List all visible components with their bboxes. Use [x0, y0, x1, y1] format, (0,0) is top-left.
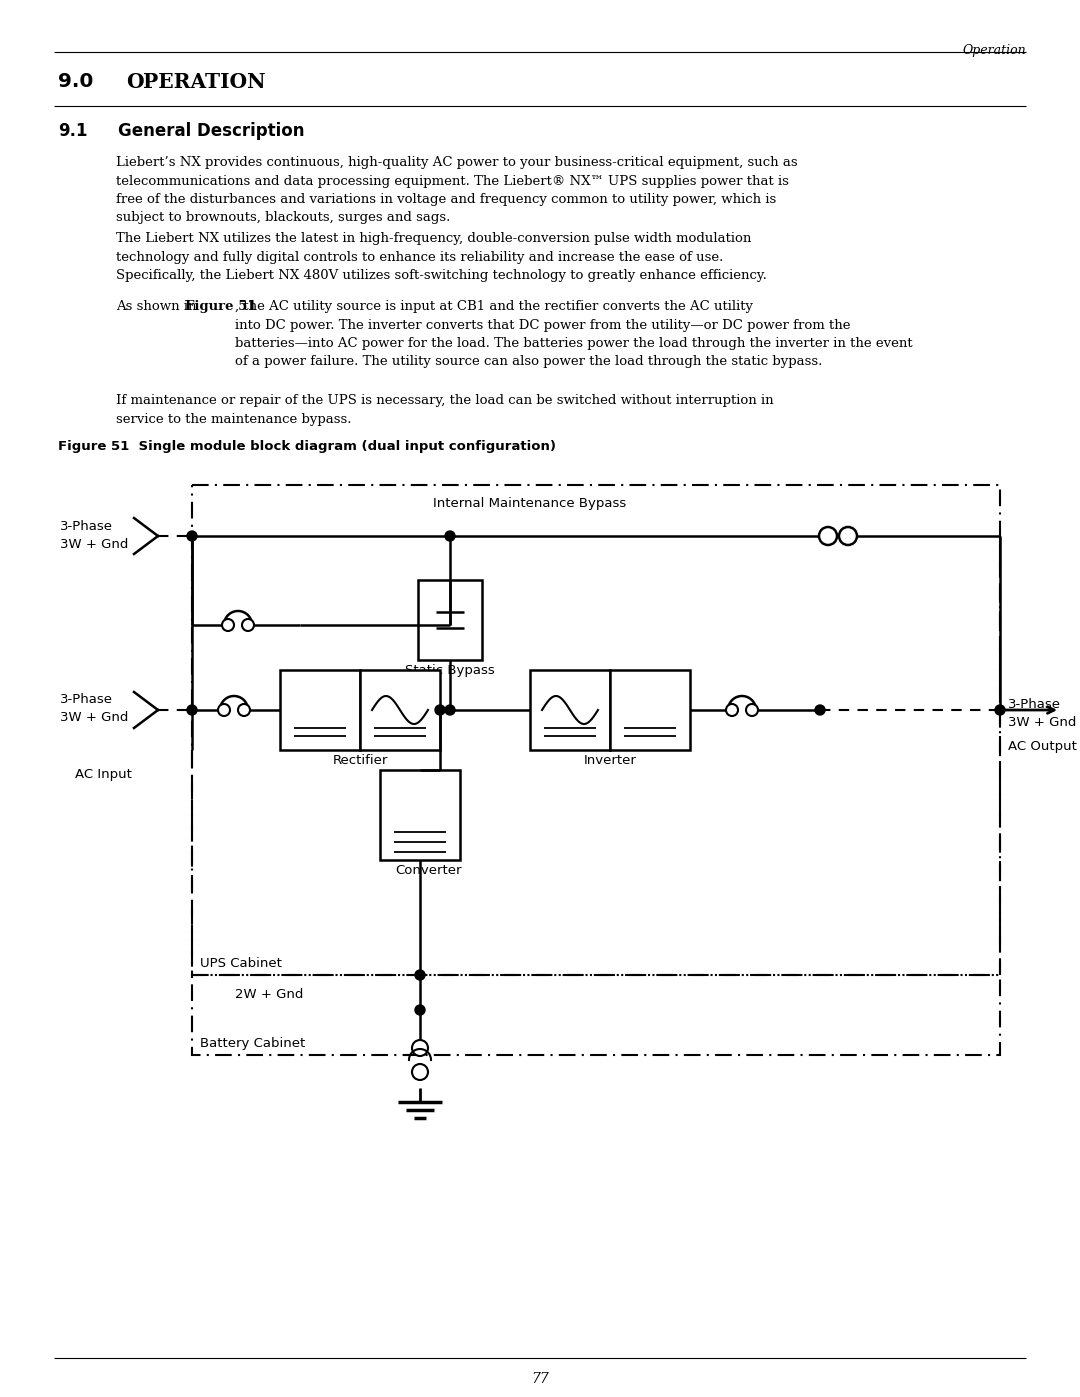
Text: Figure 51  Single module block diagram (dual input configuration): Figure 51 Single module block diagram (d… — [58, 440, 556, 453]
Text: 3W + Gnd: 3W + Gnd — [60, 711, 129, 724]
Text: , the AC utility source is input at CB1 and the rectifier converts the AC utilit: , the AC utility source is input at CB1 … — [235, 300, 913, 369]
Text: Static Bypass: Static Bypass — [405, 664, 495, 678]
Circle shape — [415, 970, 426, 981]
Bar — [192, 485, 1000, 975]
Circle shape — [445, 705, 455, 715]
Text: AC Input: AC Input — [75, 768, 132, 781]
Circle shape — [415, 1004, 426, 1016]
Circle shape — [187, 531, 197, 541]
Text: 3W + Gnd: 3W + Gnd — [1008, 717, 1077, 729]
Bar — [360, 671, 440, 750]
Polygon shape — [436, 592, 464, 612]
Text: As shown in: As shown in — [116, 300, 201, 313]
Text: Internal Maintenance Bypass: Internal Maintenance Bypass — [433, 497, 626, 510]
Text: Battery Cabinet: Battery Cabinet — [200, 1037, 306, 1051]
Bar — [192, 975, 1000, 1055]
Bar — [280, 671, 360, 750]
Circle shape — [819, 527, 837, 545]
Circle shape — [187, 705, 197, 715]
Circle shape — [746, 704, 758, 717]
Text: 3W + Gnd: 3W + Gnd — [60, 538, 129, 550]
Text: 3-Phase: 3-Phase — [60, 693, 113, 705]
Circle shape — [411, 1065, 428, 1080]
Text: 77: 77 — [531, 1372, 549, 1386]
Bar — [380, 770, 460, 861]
Text: O: O — [126, 73, 144, 92]
Text: UPS Cabinet: UPS Cabinet — [200, 957, 282, 970]
Circle shape — [435, 705, 445, 715]
Circle shape — [242, 619, 254, 631]
Text: Liebert’s NX provides continuous, high-quality AC power to your business-critica: Liebert’s NX provides continuous, high-q… — [116, 156, 798, 225]
Circle shape — [222, 619, 234, 631]
Text: 2W + Gnd: 2W + Gnd — [235, 988, 303, 1002]
Text: If maintenance or repair of the UPS is necessary, the load can be switched witho: If maintenance or repair of the UPS is n… — [116, 394, 773, 426]
Circle shape — [839, 527, 858, 545]
Text: 9.1: 9.1 — [58, 122, 87, 140]
Circle shape — [445, 531, 455, 541]
Bar — [418, 580, 482, 659]
Bar — [610, 671, 690, 750]
Circle shape — [815, 705, 825, 715]
Text: Inverter: Inverter — [583, 754, 636, 767]
Text: AC Output: AC Output — [1008, 740, 1077, 753]
Text: General Description: General Description — [118, 122, 305, 140]
Text: PERATION: PERATION — [143, 73, 266, 92]
Circle shape — [726, 704, 738, 717]
Bar — [530, 671, 610, 750]
Text: Rectifier: Rectifier — [333, 754, 388, 767]
Text: The Liebert NX utilizes the latest in high-frequency, double-conversion pulse wi: The Liebert NX utilizes the latest in hi… — [116, 232, 767, 282]
Polygon shape — [436, 629, 464, 648]
Text: Figure 51: Figure 51 — [185, 300, 257, 313]
Circle shape — [238, 704, 249, 717]
Circle shape — [411, 1039, 428, 1056]
Text: Converter: Converter — [395, 863, 461, 877]
Circle shape — [995, 705, 1005, 715]
Circle shape — [218, 704, 230, 717]
Text: 9.0: 9.0 — [58, 73, 93, 91]
Text: Operation: Operation — [962, 43, 1026, 57]
Text: 3-Phase: 3-Phase — [1008, 698, 1061, 711]
Text: 3-Phase: 3-Phase — [60, 520, 113, 534]
